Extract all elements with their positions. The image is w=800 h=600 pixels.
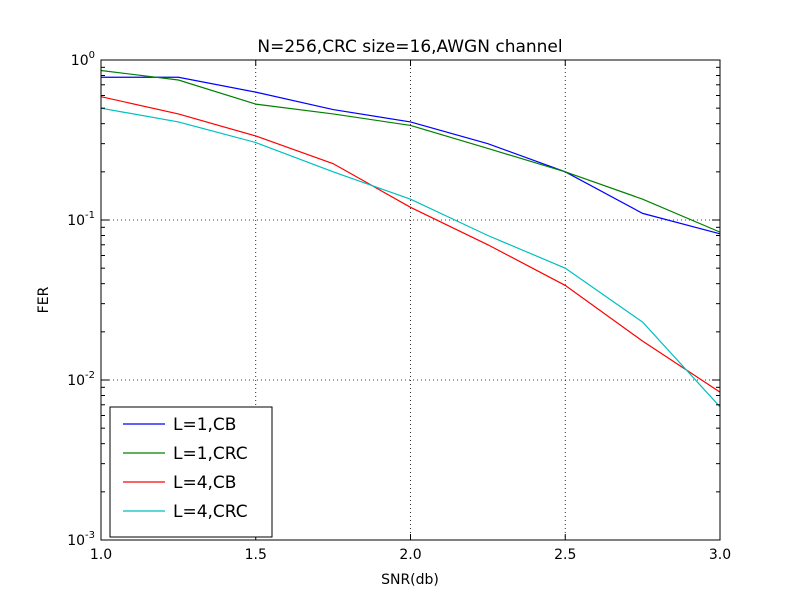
legend-label: L=4,CRC	[173, 502, 248, 522]
y-tick-label: 100	[71, 50, 95, 69]
y-tick-label: 10-2	[67, 370, 95, 389]
legend-label: L=1,CB	[173, 415, 236, 435]
legend-label: L=4,CB	[173, 473, 236, 493]
legend-box	[109, 406, 273, 538]
x-tick-label: 2.0	[399, 547, 421, 563]
x-tick-label: 1.0	[90, 547, 112, 563]
y-axis-label: FER	[36, 286, 52, 313]
x-tick-label: 1.5	[245, 547, 267, 563]
chart-title: N=256,CRC size=16,AWGN channel	[257, 37, 562, 57]
plot-area: 1.0 1.5 2.0 2.5 3.0 100 10-1 10-2 10-3	[67, 50, 731, 563]
legend: L=1,CB L=1,CRC L=4,CB L=4,CRC	[109, 406, 273, 538]
series-line-4	[100, 107, 721, 408]
y-tick-label: 10-3	[67, 530, 95, 549]
series-line-2	[100, 69, 721, 233]
series-line-3	[100, 96, 721, 393]
x-axis-label: SNR(db)	[381, 572, 439, 588]
legend-label: L=1,CRC	[173, 444, 248, 464]
series-line-1	[101, 76, 721, 235]
y-tick-label: 10-1	[67, 210, 95, 229]
x-tick-label: 3.0	[709, 547, 731, 563]
x-tick-label: 2.5	[554, 547, 576, 563]
